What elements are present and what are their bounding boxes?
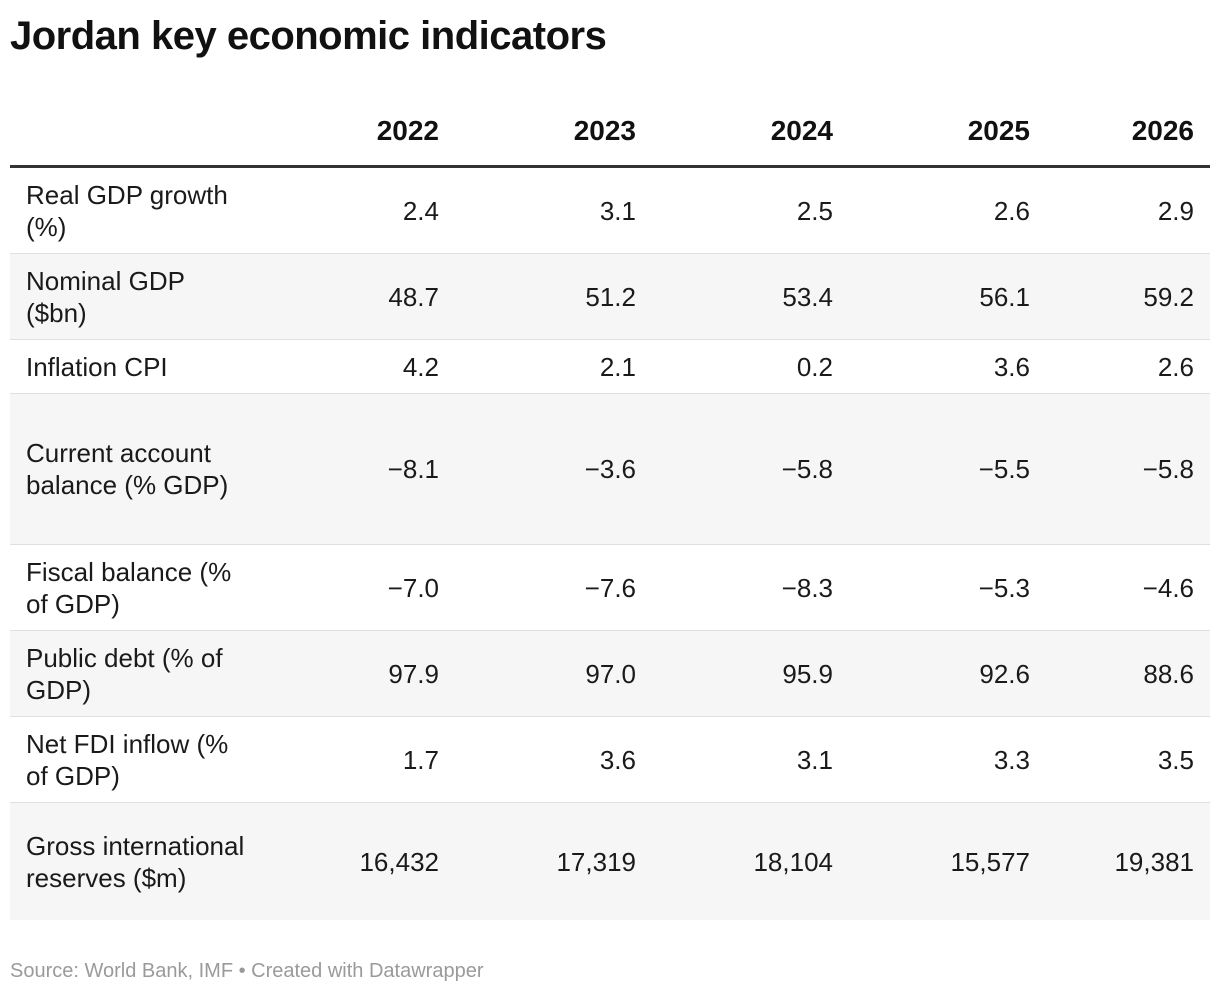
table-cell: 2.4 <box>402 195 439 226</box>
table-cell: 17,319 <box>556 846 636 877</box>
table-cell: 2.1 <box>599 351 636 382</box>
table-row: Current account balance (% GDP) −8.1 −3.… <box>10 394 1210 545</box>
table-cell: 2.6 <box>993 195 1030 226</box>
row-label: Fiscal balance (% of GDP) <box>26 556 232 619</box>
table-row: Fiscal balance (% of GDP) −7.0 −7.6 −8.3… <box>10 545 1210 631</box>
table-cell: −3.6 <box>584 454 636 484</box>
table-cell: −4.6 <box>1142 572 1194 603</box>
table-cell: 92.6 <box>979 658 1030 689</box>
table-cell: 3.6 <box>993 351 1030 382</box>
table-cell: −5.3 <box>978 572 1030 603</box>
table-header-row: 2022 2023 2024 2025 2026 <box>10 96 1210 168</box>
table-cell: 15,577 <box>950 846 1030 877</box>
table-cell: 95.9 <box>782 658 833 689</box>
table-cell: −7.0 <box>387 572 439 603</box>
table-cell: 3.6 <box>599 744 636 775</box>
row-label: Net FDI inflow (% of GDP) <box>26 728 229 791</box>
table-cell: 4.2 <box>402 351 439 382</box>
header-cell-2023: 2023 <box>573 114 636 146</box>
row-label: Current account balance (% GDP) <box>26 438 229 500</box>
header-cell-2025: 2025 <box>967 114 1030 146</box>
table-row: Gross international reserves ($m) 16,432… <box>10 803 1210 920</box>
chart-title: Jordan key economic indicators <box>10 14 607 58</box>
table-cell: 0.2 <box>796 351 833 382</box>
table-cell: −5.8 <box>781 454 833 484</box>
table-cell: 19,381 <box>1114 846 1194 877</box>
row-label: Public debt (% of GDP) <box>26 642 223 705</box>
table-cell: 97.9 <box>388 658 439 689</box>
header-cell-2024: 2024 <box>770 114 833 146</box>
row-label: Real GDP growth (%) <box>26 179 228 242</box>
table-row: Net FDI inflow (% of GDP) 1.7 3.6 3.1 3.… <box>10 717 1210 803</box>
table-row: Real GDP growth (%) 2.4 3.1 2.5 2.6 2.9 <box>10 168 1210 254</box>
table-cell: 3.1 <box>796 744 833 775</box>
table-row: Nominal GDP ($bn) 48.7 51.2 53.4 56.1 59… <box>10 254 1210 340</box>
table-cell: 97.0 <box>585 658 636 689</box>
table-cell: −8.3 <box>781 572 833 603</box>
table-cell: −5.8 <box>1142 454 1194 484</box>
table-cell: 1.7 <box>402 744 439 775</box>
row-label: Inflation CPI <box>26 351 168 382</box>
table-row: Public debt (% of GDP) 97.9 97.0 95.9 92… <box>10 631 1210 717</box>
table-cell: −7.6 <box>584 572 636 603</box>
table-row: Inflation CPI 4.2 2.1 0.2 3.6 2.6 <box>10 340 1210 394</box>
source-note: Source: World Bank, IMF • Created with D… <box>10 960 484 982</box>
table-cell: 3.3 <box>993 744 1030 775</box>
header-cell-2026: 2026 <box>1131 114 1194 146</box>
table-cell: 59.2 <box>1143 281 1194 312</box>
table-cell: 18,104 <box>753 846 833 877</box>
row-label: Nominal GDP ($bn) <box>26 265 185 328</box>
table-cell: 51.2 <box>585 281 636 312</box>
table-cell: −8.1 <box>387 454 439 484</box>
table-cell: 56.1 <box>979 281 1030 312</box>
table-cell: 16,432 <box>359 846 439 877</box>
table-cell: 88.6 <box>1143 658 1194 689</box>
table-cell: 2.5 <box>796 195 833 226</box>
table-cell: 53.4 <box>782 281 833 312</box>
table-cell: 2.9 <box>1157 195 1194 226</box>
table-cell: 3.5 <box>1157 744 1194 775</box>
data-table: 2022 2023 2024 2025 2026 Real GDP growth… <box>10 96 1210 920</box>
table-cell: 48.7 <box>388 281 439 312</box>
table-cell: −5.5 <box>978 454 1030 484</box>
table-cell: 2.6 <box>1157 351 1194 382</box>
row-label: Gross international reserves ($m) <box>26 830 245 893</box>
table-cell: 3.1 <box>599 195 636 226</box>
header-cell-2022: 2022 <box>376 114 439 146</box>
